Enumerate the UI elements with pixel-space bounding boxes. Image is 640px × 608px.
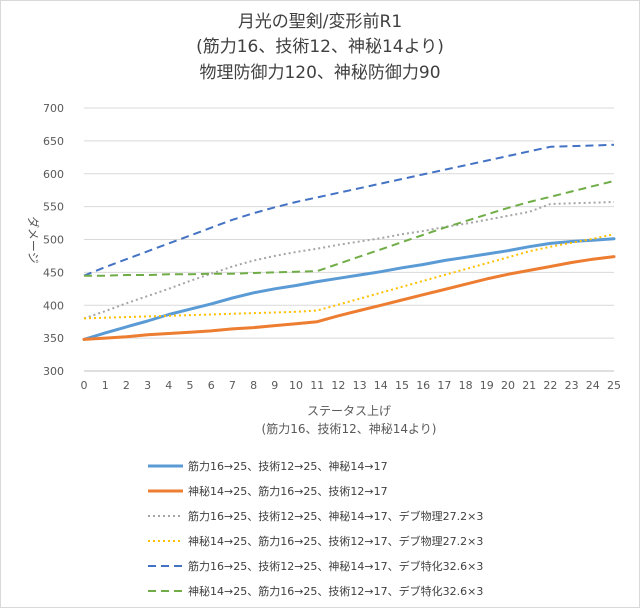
x-tick-label: 8 [250,379,257,392]
x-tick-label: 13 [353,379,367,392]
chart-title-line: 物理防御力120、神秘防御力90 [199,63,440,83]
x-tick-label: 15 [395,379,409,392]
x-tick-label: 4 [165,379,172,392]
y-axis-label: ダメージ [26,216,41,263]
legend-entry: 筋力16→25、技術12→25、神秘14→17、デブ特化32.6×3 [188,559,483,573]
x-tick-label: 23 [565,379,579,392]
x-tick-label: 1 [102,379,109,392]
x-tick-label: 5 [187,379,194,392]
x-tick-label: 16 [416,379,430,392]
x-tick-label: 0 [81,379,88,392]
chart-title-line: 月光の聖剣/変形前R1 [238,12,402,32]
series-line-5 [83,143,615,277]
legend-entry: 筋力16→25、技術12→25、神秘14→17、デブ物理27.2×3 [188,509,483,523]
x-tick-label: 3 [144,379,151,392]
x-tick-label: 2 [123,379,130,392]
y-tick-label: 700 [43,102,64,115]
series-line-6 [84,180,615,277]
y-tick-label: 600 [43,168,64,181]
series-line-2 [82,255,616,341]
x-tick-label: 12 [331,379,345,392]
y-tick-label: 400 [43,299,64,312]
x-tick-label: 17 [437,379,451,392]
x-tick-label: 10 [289,379,303,392]
legend-entry: 神秘14→25、筋力16→25、技術12→17、デブ特化32.6×3 [188,584,483,598]
x-axis-label: ステータス上げ [307,404,391,418]
legend-entry: 筋力16→25、技術12→25、神秘14→17 [188,459,388,473]
x-tick-label: 24 [586,379,600,392]
x-tick-label: 20 [501,379,515,392]
x-tick-label: 7 [229,379,236,392]
x-tick-label: 18 [459,379,473,392]
x-tick-label: 19 [480,379,494,392]
y-tick-label: 450 [43,266,64,279]
x-tick-label: 6 [208,379,215,392]
y-tick-label: 350 [43,332,64,345]
legend-entry: 神秘14→25、筋力16→25、技術12→17 [188,484,388,498]
x-tick-label: 22 [543,379,557,392]
series-line-3 [83,201,615,320]
legend-entry: 神秘14→25、筋力16→25、技術12→17、デブ物理27.2×3 [188,534,483,548]
y-tick-label: 650 [43,135,64,148]
x-tick-label: 11 [310,379,324,392]
x-axis-label: (筋力16、技術12、神秘14より) [262,421,437,436]
series-line-1 [82,237,616,341]
x-tick-label: 25 [607,379,621,392]
series-line-4 [83,233,615,320]
y-tick-label: 500 [43,234,64,247]
y-tick-label: 550 [43,201,64,214]
x-tick-label: 14 [374,379,388,392]
x-tick-label: 21 [522,379,536,392]
y-tick-label: 300 [43,365,64,378]
chart-title-line: (筋力16、技術12、神秘14より) [196,37,444,57]
x-tick-label: 9 [271,379,278,392]
